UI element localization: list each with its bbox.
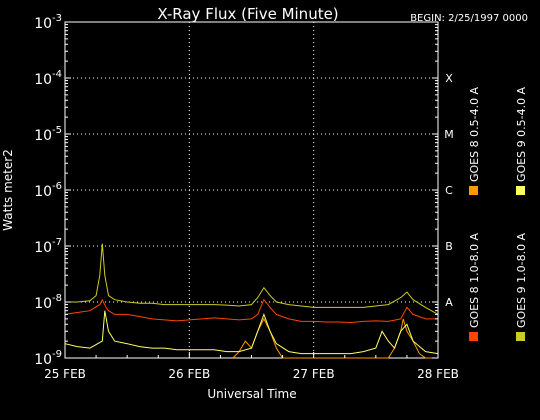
x-tick-label: 27 FEB: [293, 367, 335, 381]
x-tick-label: 25 FEB: [44, 367, 86, 381]
begin-label: BEGIN: 2/25/1997 0000: [410, 13, 528, 24]
legend-label: GOES 8 0.5-4.0 A: [468, 86, 481, 182]
x-tick-label: 28 FEB: [417, 367, 459, 381]
flare-class-label: C: [445, 184, 453, 197]
x-axis-ticks: 25 FEB 26 FEB 27 FEB 28 FEB: [44, 352, 459, 381]
legend-swatch: [516, 186, 525, 195]
y-tick-label: 10-5: [34, 125, 62, 144]
plot-grid: [65, 22, 438, 358]
y-tick-label: 10-3: [34, 13, 62, 32]
legend: GOES 8 1.0-8.0 A GOES 8 0.5-4.0 A GOES 9 1…: [468, 86, 528, 341]
x-tick-label: 26 FEB: [168, 367, 210, 381]
flare-class-label: B: [445, 240, 453, 253]
plot-frame: [64, 21, 439, 359]
y-tick-label: 10-7: [34, 237, 62, 256]
legend-label: GOES 9 1.0-8.0 A: [515, 232, 528, 328]
legend-label: GOES 8 1.0-8.0 A: [468, 232, 481, 328]
series-line: [232, 317, 432, 359]
series-lines: [64, 243, 439, 359]
legend-swatch: [469, 332, 478, 341]
flare-class-label: M: [444, 128, 454, 141]
legend-swatch: [469, 186, 478, 195]
y-tick-label: 10-6: [34, 181, 62, 200]
series-line: [64, 298, 438, 324]
flare-class-labels: A B C M X: [444, 72, 454, 309]
series-line: [65, 243, 439, 315]
chart-title: X-Ray Flux (Five Minute): [157, 5, 338, 23]
legend-swatch: [516, 332, 525, 341]
y-tick-label: 10-9: [34, 349, 62, 368]
series-line: [64, 310, 439, 355]
legend-label: GOES 9 0.5-4.0 A: [515, 86, 528, 182]
y-axis-label: Watts meter2: [1, 149, 15, 231]
y-tick-label: 10-4: [34, 69, 62, 88]
x-axis-label: Universal Time: [207, 387, 296, 401]
y-tick-label: 10-8: [34, 293, 62, 312]
y-axis-ticks: 10-9 10-8 10-7 10-6 10-5 10-4 10-3: [34, 13, 438, 368]
flare-class-label: A: [445, 296, 453, 309]
flare-class-label: X: [445, 72, 453, 85]
